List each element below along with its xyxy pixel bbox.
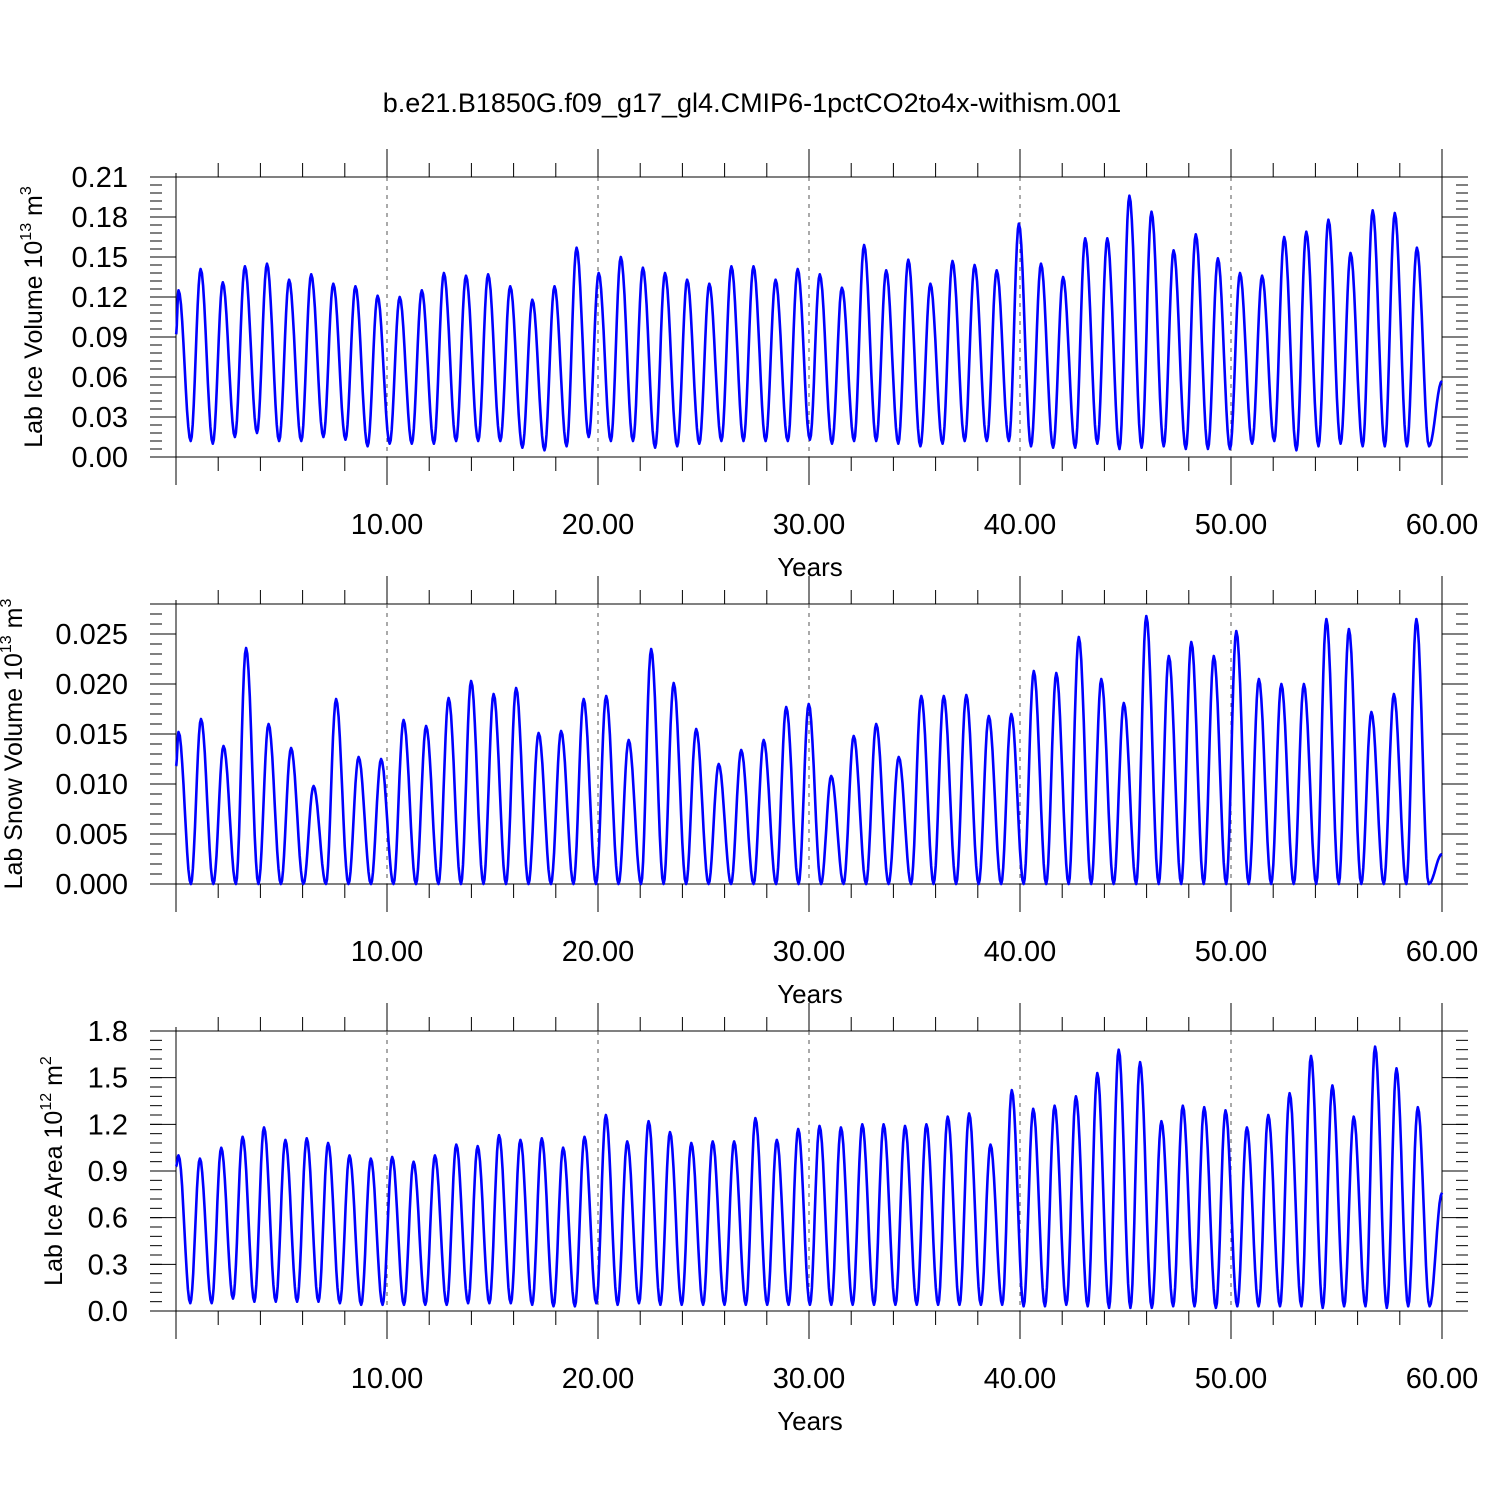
y-tick-label: 0.6 bbox=[88, 1203, 128, 1235]
x-tick-label: 60.00 bbox=[1406, 509, 1479, 541]
chart-panel-3: 0.0 0.3 0.6 0.9 1.2 1.5 1.8 10.00 20.00 30.00 40.0… bbox=[38, 1003, 1478, 1436]
y-tick-label: 0.18 bbox=[72, 202, 128, 234]
x-tick-label: 20.00 bbox=[562, 1363, 635, 1395]
x-tick-label: 50.00 bbox=[1195, 936, 1268, 968]
y-tick-label: 0.09 bbox=[72, 322, 128, 354]
page-title: b.e21.B1850G.f09_g17_gl4.CMIP6-1pctCO2to… bbox=[383, 88, 1121, 118]
y-axis-label-exponent: 13 bbox=[0, 635, 15, 653]
y-tick-label: 0.00 bbox=[72, 442, 128, 474]
y-axis-label-unit-exponent: 3 bbox=[18, 186, 35, 195]
x-axis-label: Years bbox=[777, 552, 843, 582]
x-tick-label: 50.00 bbox=[1195, 509, 1268, 541]
series-line bbox=[175, 1045, 1444, 1310]
y-tick-label: 0.005 bbox=[55, 819, 128, 851]
x-axis-label: Years bbox=[777, 979, 843, 1009]
y-axis-label-unit: m bbox=[20, 195, 48, 223]
y-tick-label: 0.21 bbox=[72, 162, 128, 194]
y-axis-label-unit-exponent: 2 bbox=[38, 1056, 55, 1065]
series-line bbox=[174, 194, 1444, 452]
y-axis-label-text: Lab Ice Area 10 bbox=[40, 1111, 68, 1286]
y-axis-label: Lab Snow Volume 1013 m3 bbox=[0, 599, 28, 890]
x-tick-label: 20.00 bbox=[562, 509, 635, 541]
y-axis-label-text: Lab Snow Volume 10 bbox=[0, 653, 28, 889]
chart-panel-1: 0.00 0.03 0.06 0.09 0.12 0.15 0.18 0.21 10.00 20.… bbox=[18, 149, 1478, 582]
y-tick-label: 1.5 bbox=[88, 1063, 128, 1095]
y-tick-label: 0.015 bbox=[55, 719, 128, 751]
x-tick-label: 40.00 bbox=[984, 1363, 1057, 1395]
x-tick-label: 30.00 bbox=[773, 509, 846, 541]
x-tick-label: 30.00 bbox=[773, 1363, 846, 1395]
y-tick-label: 1.8 bbox=[88, 1016, 128, 1048]
y-axis-label-exponent: 12 bbox=[38, 1093, 55, 1111]
x-axis-label: Years bbox=[777, 1406, 843, 1436]
y-tick-label: 0.06 bbox=[72, 362, 128, 394]
x-tick-label: 60.00 bbox=[1406, 936, 1479, 968]
y-tick-label: 0.12 bbox=[72, 282, 128, 314]
y-axis-label-text: Lab Ice Volume 10 bbox=[20, 241, 48, 448]
x-tick-label: 50.00 bbox=[1195, 1363, 1268, 1395]
series-line bbox=[174, 614, 1443, 886]
x-tick-label: 20.00 bbox=[562, 936, 635, 968]
x-tick-label: 30.00 bbox=[773, 936, 846, 968]
x-tick-label: 40.00 bbox=[984, 936, 1057, 968]
x-tick-label: 10.00 bbox=[351, 936, 424, 968]
x-tick-label: 10.00 bbox=[351, 509, 424, 541]
y-axis-label: Lab Ice Area 1012 m2 bbox=[38, 1056, 68, 1286]
y-tick-label: 0.010 bbox=[55, 769, 128, 801]
y-axis-label-unit: m bbox=[0, 608, 28, 636]
y-axis-label: Lab Ice Volume 1013 m3 bbox=[18, 186, 48, 448]
y-tick-label: 0.025 bbox=[55, 619, 128, 651]
y-axis-label-unit: m bbox=[40, 1065, 68, 1093]
y-tick-label: 0.000 bbox=[55, 869, 128, 901]
y-tick-label: 0.03 bbox=[72, 402, 128, 434]
y-tick-label: 0.020 bbox=[55, 669, 128, 701]
chart-panel-2: 0.000 0.005 0.010 0.015 0.020 0.025 10.00 20.00… bbox=[0, 576, 1478, 1009]
y-axis-label-unit-exponent: 3 bbox=[0, 599, 15, 608]
y-axis-label-exponent: 13 bbox=[18, 223, 35, 241]
y-tick-label: 0.15 bbox=[72, 242, 128, 274]
x-tick-label: 40.00 bbox=[984, 509, 1057, 541]
x-tick-label: 10.00 bbox=[351, 1363, 424, 1395]
y-tick-label: 0.0 bbox=[88, 1296, 128, 1328]
x-tick-label: 60.00 bbox=[1406, 1363, 1479, 1395]
y-tick-label: 1.2 bbox=[88, 1109, 128, 1141]
y-tick-label: 0.3 bbox=[88, 1249, 128, 1281]
y-tick-label: 0.9 bbox=[88, 1156, 128, 1188]
